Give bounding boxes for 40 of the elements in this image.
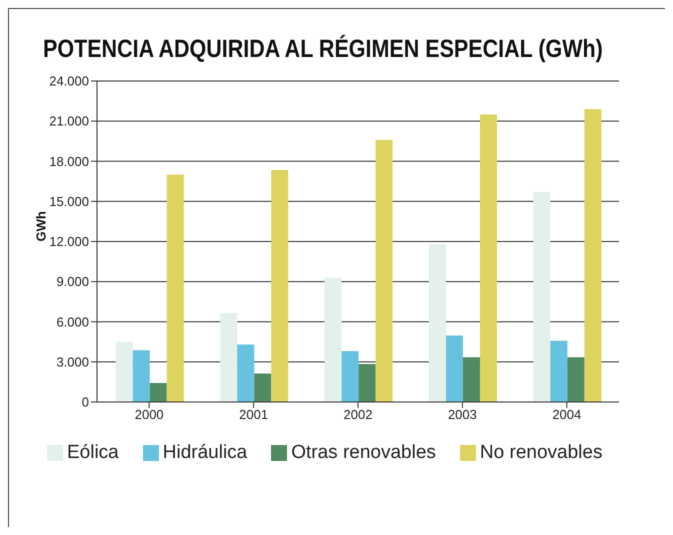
y-tick-label: 6.000 <box>56 314 89 330</box>
bar <box>480 114 497 402</box>
bar <box>550 340 568 402</box>
x-tick-label: 2003 <box>448 407 477 422</box>
x-tick-label: 2002 <box>344 407 372 422</box>
bar <box>166 174 184 402</box>
y-axis-title: GWh <box>34 211 49 242</box>
legend-label: Hidráulica <box>162 442 248 463</box>
bar <box>116 342 133 402</box>
x-tick-label: 2000 <box>134 407 164 422</box>
bar <box>462 357 480 402</box>
bar <box>446 336 463 402</box>
y-tick-label: 21.000 <box>49 114 89 129</box>
bar <box>132 350 150 402</box>
bar <box>324 278 342 402</box>
bar <box>254 374 272 402</box>
legend-label: Otras renovables <box>291 442 436 463</box>
bar <box>584 109 602 402</box>
y-tick-label: 24.000 <box>49 74 89 89</box>
chart-title: POTENCIA ADQUIRIDA AL RÉGIMEN ESPECIAL (GWh) <box>43 35 603 64</box>
bar <box>271 170 288 402</box>
y-tick-label: 15.000 <box>49 194 89 209</box>
bar <box>342 351 359 402</box>
y-tick-label: 3.000 <box>56 354 89 370</box>
x-tick-label: 2001 <box>239 407 268 422</box>
y-tick-label: 12.000 <box>49 234 89 250</box>
bar <box>376 140 393 402</box>
legend-label: Eólica <box>67 442 119 463</box>
bar <box>220 313 238 402</box>
y-tick-label: 9.000 <box>56 274 89 290</box>
bar <box>150 383 167 402</box>
y-tick-label: 18.000 <box>49 154 89 169</box>
x-tick-label: 2004 <box>552 407 582 422</box>
bar <box>533 192 550 402</box>
bar <box>428 244 446 402</box>
legend-label: No renovables <box>480 442 602 463</box>
bar <box>567 357 584 402</box>
bar <box>237 344 254 402</box>
y-tick-label: 0 <box>82 394 89 410</box>
bar <box>358 364 376 402</box>
